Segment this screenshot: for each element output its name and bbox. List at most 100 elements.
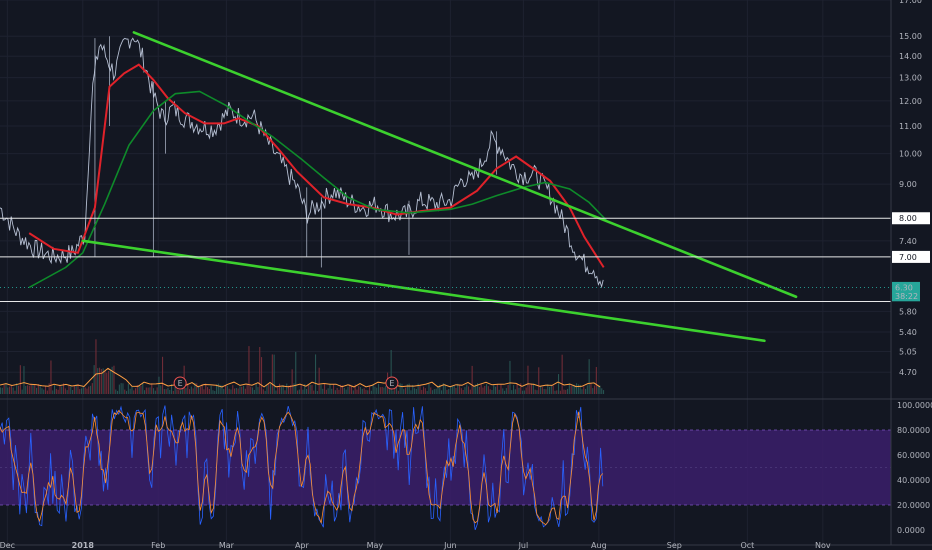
volume-bar — [84, 387, 86, 394]
volume-bar — [336, 388, 338, 394]
oscillator-d-line — [0, 409, 604, 526]
volume-bar — [509, 360, 511, 394]
volume-bar — [243, 385, 245, 394]
volume-bar — [205, 383, 207, 394]
volume-bar — [545, 389, 547, 394]
volume-bar — [212, 390, 214, 394]
earnings-event-icon-1[interactable] — [385, 376, 399, 390]
volume-bar — [459, 385, 461, 394]
volume-bar — [154, 390, 156, 394]
price-tick-label-7: 9.00 — [899, 180, 917, 189]
volume-bar — [167, 387, 169, 394]
volume-bar — [421, 389, 423, 394]
volume-bar — [100, 369, 102, 394]
volume-bar — [0, 387, 2, 394]
volume-bar — [603, 390, 605, 394]
volume-bar — [300, 385, 302, 394]
time-tick-label-10: Oct — [740, 541, 754, 550]
volume-bar — [527, 365, 529, 394]
time-tick-label-8: Aug — [591, 541, 607, 550]
volume-bar — [34, 384, 36, 394]
volume-bar — [507, 384, 509, 394]
volume-bar — [379, 387, 381, 394]
volume-bar — [577, 384, 579, 394]
level-label-0: 8.00 — [899, 214, 917, 223]
volume-bar — [19, 365, 21, 394]
volume-bar — [262, 389, 264, 394]
volume-bar — [570, 385, 572, 394]
volume-bar — [309, 384, 311, 394]
level-label-badge-0 — [892, 212, 930, 225]
volume-bar — [522, 390, 524, 394]
volume-bar — [199, 387, 201, 394]
volume-bar — [180, 390, 182, 394]
volume-bar — [10, 385, 12, 394]
volume-bar — [275, 390, 277, 394]
volume-bar — [153, 388, 155, 394]
volume-bar — [435, 388, 437, 394]
volume-bar — [248, 346, 250, 394]
volume-bar — [284, 390, 286, 394]
price-badge-0[interactable] — [892, 281, 920, 293]
volume-bar — [131, 386, 133, 394]
price-badge-1[interactable] — [892, 290, 920, 302]
volume-bar — [82, 386, 84, 394]
volume-bar — [1, 387, 3, 394]
volume-bar — [322, 388, 324, 394]
volume-bar — [169, 390, 171, 394]
horizontal-levels[interactable]: 8.00 7.00 — [0, 212, 930, 303]
volume-bar — [457, 383, 459, 394]
volume-bar — [581, 389, 583, 394]
volume-bar — [315, 354, 317, 394]
volume-bar — [79, 389, 81, 394]
upper-trendline[interactable] — [132, 31, 798, 299]
volume-bar — [261, 357, 263, 394]
moving-average-fast — [28, 63, 605, 268]
volume-bar — [495, 386, 497, 394]
volume-bar — [21, 389, 23, 394]
price-close-line — [0, 37, 604, 289]
volume-bar — [525, 387, 527, 394]
price-tick-label-12: 4.70 — [899, 368, 917, 377]
volume-bar — [32, 384, 34, 394]
volume-bar — [7, 387, 9, 394]
volume-bar — [106, 372, 108, 394]
volume-bar — [401, 383, 403, 394]
volume-bar — [43, 389, 45, 394]
volume-bar — [441, 390, 443, 394]
time-tick-label-7: Jul — [518, 541, 529, 550]
volume-bar — [108, 371, 110, 394]
lower-trendline[interactable] — [81, 239, 766, 343]
volume-bar — [334, 390, 336, 394]
volume-bar — [36, 387, 38, 394]
trendlines[interactable] — [81, 31, 798, 343]
volume-bar — [126, 390, 128, 394]
time-axis[interactable]: Dec 2018 Feb Mar Apr May Jun Jul Aug Sep Oct Nov — [0, 541, 932, 550]
volume-bar — [543, 389, 545, 394]
volume-bar — [120, 383, 122, 394]
volume-bar — [151, 383, 153, 394]
volume-bar — [363, 388, 365, 394]
volume-bar — [176, 389, 178, 394]
volume-bar — [142, 383, 144, 394]
earnings-event-icon-0[interactable] — [173, 376, 187, 390]
volume-bar — [536, 390, 538, 394]
volume-bar — [410, 390, 412, 394]
volume-bar — [118, 384, 120, 394]
volume-bar — [77, 384, 79, 394]
volume-bar — [273, 354, 275, 394]
volume-bar — [234, 388, 236, 394]
volume-bar — [253, 390, 255, 394]
volume-bar — [406, 384, 408, 394]
volume-bar — [196, 383, 198, 394]
volume-bar — [23, 366, 25, 394]
earnings-event-label-0: E — [178, 379, 183, 388]
volume-bar — [595, 367, 597, 394]
volume-bar — [583, 386, 585, 394]
volume-bar — [567, 388, 569, 394]
volume-bar — [178, 390, 180, 394]
price-axis[interactable]: 17.00 15.00 14.00 13.00 12.00 11.00 10.00 9.00 7… — [890, 0, 932, 545]
volume-bar — [288, 385, 290, 394]
